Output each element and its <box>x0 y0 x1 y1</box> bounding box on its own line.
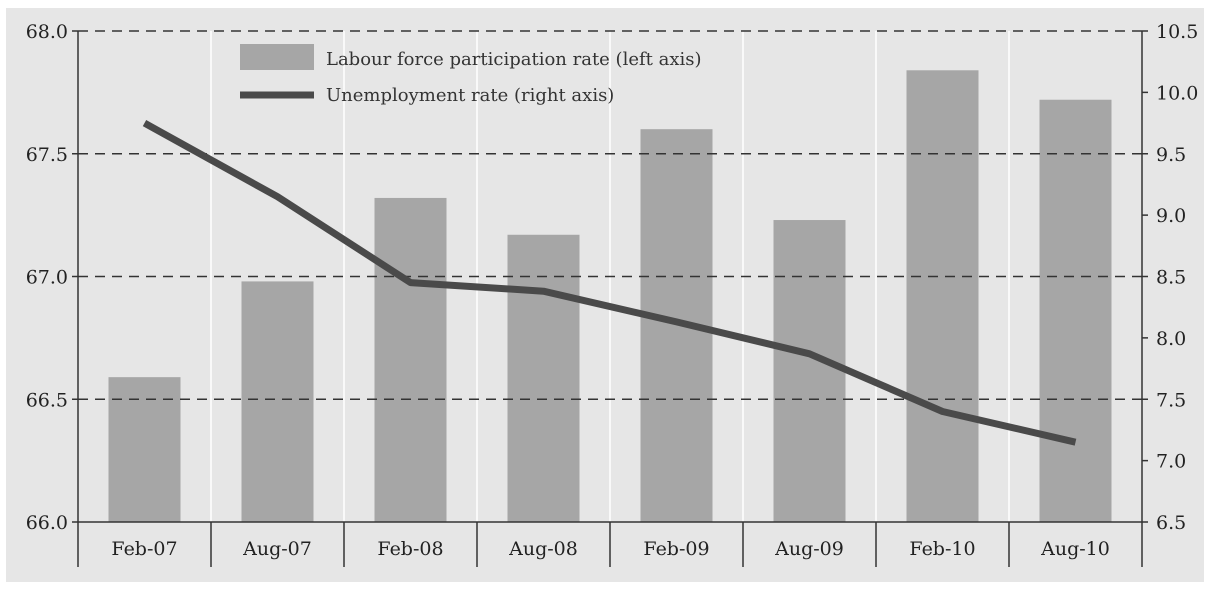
right-tick-label: 10.0 <box>1156 82 1198 104</box>
right-tick-label: 8.0 <box>1156 328 1186 350</box>
line-series <box>142 120 1077 446</box>
right-tick-label: 8.5 <box>1156 267 1186 289</box>
x-tick-label: Aug-07 <box>242 538 312 560</box>
legend-label-bar: Labour force participation rate (left ax… <box>326 49 702 70</box>
x-tick-label: Aug-10 <box>1040 538 1110 560</box>
legend-swatch-bar <box>240 44 314 70</box>
right-axis-ticks: 6.5 7.0 7.5 8.0 8.5 9.0 9.5 10.0 10.5 <box>1142 21 1198 534</box>
left-tick-label: 66.0 <box>26 512 68 534</box>
unemployment-line <box>142 120 1077 446</box>
bar-series <box>108 70 1112 523</box>
right-tick-label: 6.5 <box>1156 512 1186 534</box>
x-tick-label: Feb-10 <box>909 538 975 560</box>
bar <box>374 197 447 522</box>
plot-background <box>6 8 1204 582</box>
bar <box>773 220 846 522</box>
axes <box>77 31 1143 567</box>
x-tick-label: Aug-08 <box>508 538 578 560</box>
right-tick-label: 7.5 <box>1156 389 1186 411</box>
bar <box>507 234 580 522</box>
bar <box>241 281 314 522</box>
left-tick-label: 66.5 <box>26 389 68 411</box>
bar <box>108 377 181 522</box>
horizontal-gridlines <box>78 30 1142 400</box>
x-tick-label: Feb-07 <box>111 538 177 560</box>
right-tick-label: 10.5 <box>1156 21 1198 43</box>
legend: Labour force participation rate (left ax… <box>240 44 702 106</box>
x-tick-label: Feb-09 <box>643 538 709 560</box>
legend-label-line: Unemployment rate (right axis) <box>326 85 614 106</box>
x-tick-label: Aug-09 <box>774 538 844 560</box>
right-tick-label: 9.5 <box>1156 144 1186 166</box>
left-axis-ticks: 66.0 66.5 67.0 67.5 68.0 <box>26 21 78 534</box>
bar <box>906 70 979 522</box>
x-tick-label: Feb-08 <box>377 538 443 560</box>
x-axis-ticks: Feb-07 Aug-07 Feb-08 Aug-08 Feb-09 Aug-09 Feb-… <box>111 538 1109 560</box>
bar <box>1039 99 1112 523</box>
left-tick-label: 67.0 <box>26 267 68 289</box>
right-tick-label: 7.0 <box>1156 451 1186 473</box>
left-tick-label: 67.5 <box>26 144 68 166</box>
left-tick-label: 68.0 <box>26 21 68 43</box>
right-tick-label: 9.0 <box>1156 205 1186 227</box>
